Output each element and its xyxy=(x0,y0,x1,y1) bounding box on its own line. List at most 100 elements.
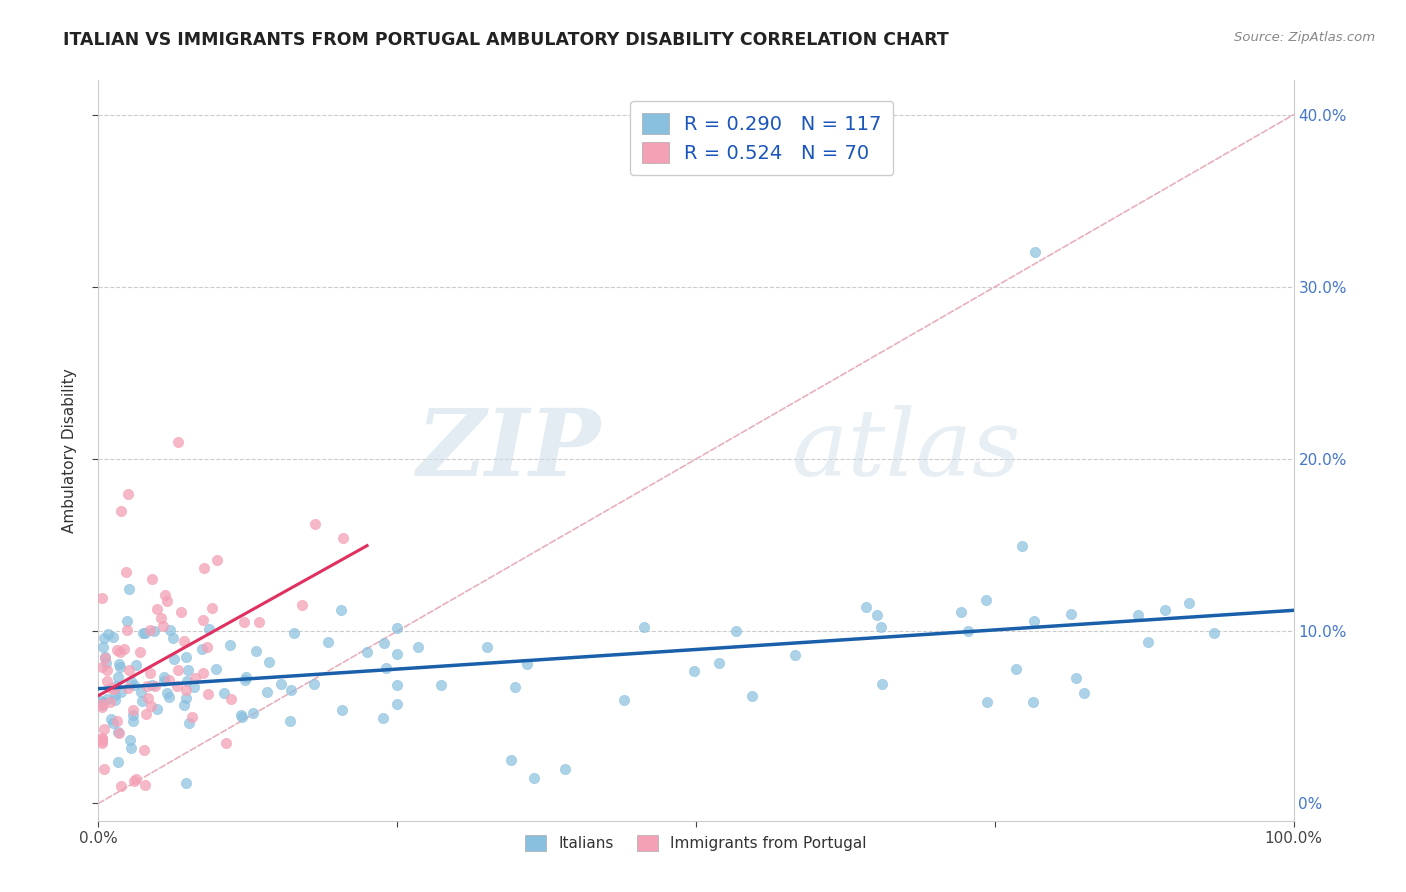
Point xyxy=(214,736,236,750)
Point xyxy=(112,641,135,656)
Point xyxy=(136,691,159,706)
Point xyxy=(114,565,136,579)
Point xyxy=(177,716,200,731)
Point xyxy=(156,686,179,700)
Point xyxy=(785,648,807,662)
Point xyxy=(385,697,409,711)
Point xyxy=(96,663,118,677)
Point xyxy=(866,607,889,622)
Point xyxy=(110,504,132,518)
Legend: Italians, Immigrants from Portugal: Italians, Immigrants from Portugal xyxy=(519,830,873,857)
Point xyxy=(131,694,153,708)
Point xyxy=(120,741,142,756)
Point xyxy=(122,703,145,717)
Point xyxy=(91,731,114,746)
Point xyxy=(157,673,180,688)
Point xyxy=(120,674,142,689)
Point xyxy=(633,620,655,634)
Point xyxy=(214,686,236,700)
Point xyxy=(870,677,893,691)
Point xyxy=(93,631,115,645)
Point xyxy=(280,682,302,697)
Point xyxy=(108,645,131,659)
Point xyxy=(283,625,305,640)
Point xyxy=(104,692,127,706)
Point xyxy=(193,561,215,575)
Point xyxy=(162,631,184,645)
Point xyxy=(91,591,114,605)
Point xyxy=(91,734,114,748)
Point xyxy=(197,622,219,636)
Point xyxy=(183,680,205,694)
Point xyxy=(501,753,523,767)
Point xyxy=(205,661,228,675)
Point xyxy=(117,681,139,695)
Point xyxy=(304,517,326,532)
Point xyxy=(1073,686,1095,700)
Point xyxy=(291,599,314,613)
Point xyxy=(117,486,139,500)
Point xyxy=(385,647,409,661)
Point xyxy=(100,681,122,695)
Point xyxy=(257,655,280,669)
Point xyxy=(356,645,378,659)
Point xyxy=(191,642,214,657)
Point xyxy=(207,553,229,567)
Point xyxy=(110,684,132,698)
Point xyxy=(139,698,162,713)
Point xyxy=(104,689,127,703)
Point xyxy=(128,644,150,658)
Point xyxy=(430,678,453,692)
Point xyxy=(138,623,160,637)
Point xyxy=(107,724,129,739)
Point xyxy=(235,673,257,688)
Point xyxy=(125,772,148,787)
Point xyxy=(91,731,114,746)
Point xyxy=(191,665,214,680)
Point xyxy=(1059,607,1081,621)
Point xyxy=(176,682,198,697)
Point xyxy=(523,771,546,785)
Point xyxy=(91,695,114,709)
Point xyxy=(316,635,339,649)
Point xyxy=(1136,635,1159,649)
Point xyxy=(683,665,706,679)
Point xyxy=(166,679,188,693)
Point xyxy=(101,716,124,731)
Point xyxy=(143,680,166,694)
Point xyxy=(170,605,193,619)
Point xyxy=(613,693,636,707)
Point xyxy=(956,624,979,638)
Point xyxy=(235,670,257,684)
Point xyxy=(229,708,252,723)
Point xyxy=(375,661,398,675)
Point xyxy=(91,640,114,654)
Point xyxy=(1064,671,1087,685)
Point xyxy=(117,623,139,637)
Point xyxy=(949,605,972,619)
Point xyxy=(103,681,125,696)
Point xyxy=(108,660,131,674)
Point xyxy=(93,762,115,776)
Point xyxy=(152,619,174,633)
Point xyxy=(125,657,148,672)
Point xyxy=(105,642,128,657)
Point xyxy=(135,706,157,721)
Point xyxy=(94,650,117,665)
Point xyxy=(115,614,138,628)
Point xyxy=(156,593,179,607)
Point xyxy=(176,674,198,689)
Point xyxy=(97,626,120,640)
Text: atlas: atlas xyxy=(792,406,1021,495)
Point xyxy=(1005,662,1028,676)
Text: Source: ZipAtlas.com: Source: ZipAtlas.com xyxy=(1234,31,1375,45)
Point xyxy=(108,657,131,672)
Point xyxy=(96,673,118,688)
Point xyxy=(122,773,145,788)
Point xyxy=(855,600,877,615)
Point xyxy=(105,714,128,728)
Point xyxy=(122,708,145,723)
Point xyxy=(247,615,270,629)
Point xyxy=(256,685,278,699)
Point xyxy=(167,663,190,677)
